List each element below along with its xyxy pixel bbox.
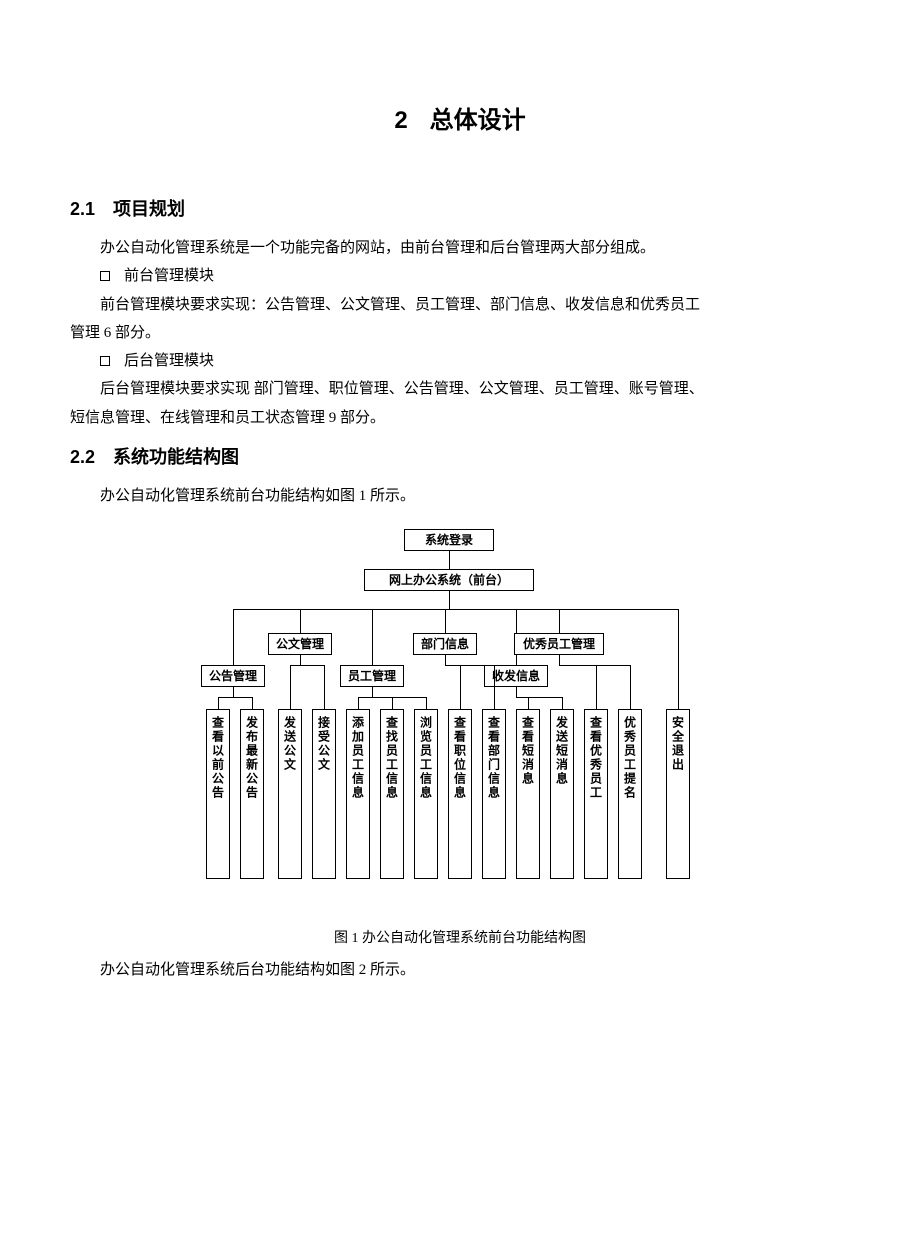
node-leaf-12: 优秀员工提名 — [618, 709, 642, 879]
connector-line — [678, 609, 679, 709]
connector-line — [445, 665, 494, 666]
node-mid-2: 员工管理 — [340, 665, 404, 687]
connector-line — [252, 697, 253, 709]
node-leaf-7: 查看职位信息 — [448, 709, 472, 879]
connector-line — [290, 665, 291, 709]
para-s2-next: 办公自动化管理系统后台功能结构如图 2 所示。 — [70, 957, 850, 983]
node-leaf-4: 添加员工信息 — [346, 709, 370, 879]
connector-line — [516, 687, 517, 697]
connector-line — [358, 697, 359, 709]
para-backend-a: 后台管理模块要求实现 部门管理、职位管理、公告管理、公文管理、员工管理、账号管理… — [70, 376, 850, 402]
diagram-wrap: 系统登录网上办公系统（前台）公告管理公文管理员工管理部门信息收发信息优秀员工管理… — [70, 529, 850, 899]
connector-line — [233, 687, 234, 697]
node-leaf-5: 查找员工信息 — [380, 709, 404, 879]
node-mid-3: 部门信息 — [413, 633, 477, 655]
para-s1-intro: 办公自动化管理系统是一个功能完备的网站，由前台管理和后台管理两大部分组成。 — [70, 235, 850, 261]
node-leaf-13: 安全退出 — [666, 709, 690, 879]
para-frontend-b: 管理 6 部分。 — [70, 320, 850, 346]
node-leaf-11: 查看优秀员工 — [584, 709, 608, 879]
connector-line — [559, 655, 560, 665]
connector-line — [494, 665, 495, 709]
connector-line — [596, 665, 597, 709]
org-chart-diagram: 系统登录网上办公系统（前台）公告管理公文管理员工管理部门信息收发信息优秀员工管理… — [200, 529, 720, 899]
connector-line — [218, 697, 252, 698]
square-bullet-icon — [100, 356, 110, 366]
bullet-label: 后台管理模块 — [124, 353, 214, 369]
node-leaf-1: 发布最新公告 — [240, 709, 264, 879]
connector-line — [559, 609, 560, 633]
node-mid-1: 公文管理 — [268, 633, 332, 655]
connector-line — [300, 609, 301, 633]
section-number: 2.1 — [70, 199, 95, 219]
connector-line — [562, 697, 563, 709]
connector-line — [426, 697, 427, 709]
section-name: 项目规划 — [113, 199, 185, 219]
node-leaf-3: 接受公文 — [312, 709, 336, 879]
para-s2-intro: 办公自动化管理系统前台功能结构如图 1 所示。 — [70, 483, 850, 509]
section-name: 系统功能结构图 — [113, 447, 239, 467]
node-mid-0: 公告管理 — [201, 665, 265, 687]
figure-1-caption: 图 1 办公自动化管理系统前台功能结构图 — [70, 927, 850, 947]
node-mid-5: 优秀员工管理 — [514, 633, 604, 655]
bullet-frontend: 前台管理模块 — [100, 263, 850, 289]
connector-line — [324, 665, 325, 709]
connector-line — [218, 697, 219, 709]
connector-line — [630, 665, 631, 709]
document-page: 2 总体设计 2.1 项目规划 办公自动化管理系统是一个功能完备的网站，由前台管理和… — [0, 0, 920, 1045]
para-frontend-a: 前台管理模块要求实现：公告管理、公文管理、员工管理、部门信息、收发信息和优秀员工 — [70, 292, 850, 318]
connector-line — [449, 591, 450, 609]
node-leaf-8: 查看部门信息 — [482, 709, 506, 879]
chapter-number: 2 — [394, 107, 407, 134]
node-system: 网上办公系统（前台） — [364, 569, 534, 591]
connector-line — [516, 697, 562, 698]
connector-line — [445, 655, 446, 665]
connector-line — [300, 655, 301, 665]
connector-line — [460, 665, 461, 709]
para-backend-b: 短信息管理、在线管理和员工状态管理 9 部分。 — [70, 405, 850, 431]
connector-line — [559, 665, 630, 666]
node-leaf-2: 发送公文 — [278, 709, 302, 879]
section-2-1-title: 2.1 项目规划 — [70, 195, 850, 221]
node-leaf-10: 发送短消息 — [550, 709, 574, 879]
square-bullet-icon — [100, 271, 110, 281]
node-leaf-6: 浏览员工信息 — [414, 709, 438, 879]
connector-line — [445, 609, 446, 633]
connector-line — [528, 697, 529, 709]
node-leaf-0: 查看以前公告 — [206, 709, 230, 879]
chapter-title: 2 总体设计 — [70, 100, 850, 135]
section-2-2-title: 2.2 系统功能结构图 — [70, 443, 850, 469]
node-root: 系统登录 — [404, 529, 494, 551]
node-leaf-9: 查看短消息 — [516, 709, 540, 879]
chapter-name: 总体设计 — [430, 107, 526, 134]
connector-line — [290, 665, 324, 666]
section-number: 2.2 — [70, 447, 95, 467]
connector-line — [449, 551, 450, 569]
connector-line — [372, 687, 373, 697]
connector-line — [392, 697, 393, 709]
connector-line — [372, 609, 373, 665]
bullet-backend: 后台管理模块 — [100, 348, 850, 374]
bullet-label: 前台管理模块 — [124, 268, 214, 284]
connector-line — [233, 609, 234, 665]
